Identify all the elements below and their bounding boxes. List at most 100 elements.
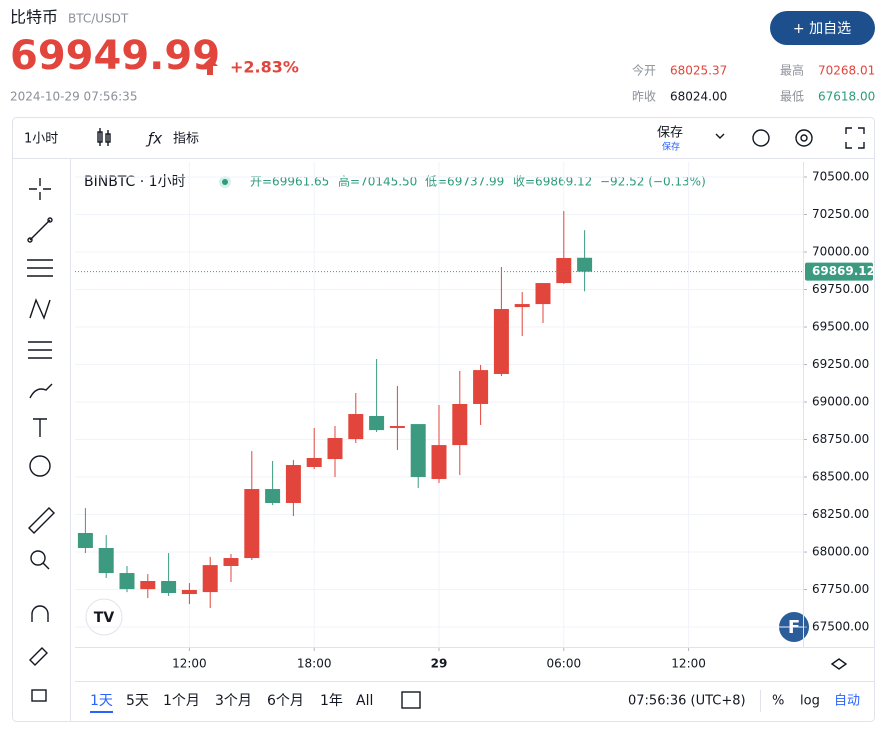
ohlc-legend-item: 低=69737.99 [425, 175, 504, 189]
range-button[interactable]: 1年 [320, 693, 343, 709]
timestamp: 2024-10-29 07:56:35 [10, 90, 137, 104]
settings-icon-core [800, 134, 808, 142]
panel [12, 117, 875, 722]
auto-toggle[interactable]: 自动 [834, 694, 860, 709]
y-tick-label: 70250.00 [812, 207, 869, 221]
interval[interactable]: 1小时 [24, 132, 58, 147]
y-tick-label: 69250.00 [812, 357, 869, 371]
candle-body [410, 424, 426, 478]
candle-body [119, 573, 135, 590]
candle-body [223, 558, 239, 566]
candle-body [514, 304, 530, 308]
change: +2.83% [230, 58, 299, 77]
candle-body [140, 580, 156, 590]
range-button[interactable]: 6个月 [267, 693, 304, 709]
price: 69949.99 [10, 33, 220, 79]
fullscreen-icon[interactable] [845, 127, 865, 149]
candle-body [452, 403, 468, 446]
candle-body [327, 438, 343, 460]
x-tick-label: 06:00 [547, 657, 582, 671]
save-sub[interactable]: 保存 [662, 141, 680, 153]
asset-name: 比特币 [10, 8, 58, 27]
candle-body [535, 283, 551, 305]
clock: 07:56:36 (UTC+8) [628, 694, 746, 709]
up-arrow [202, 58, 218, 75]
range-button[interactable]: 1天 [90, 693, 113, 709]
log-toggle[interactable]: log [800, 694, 820, 709]
add-watch-button[interactable] [770, 11, 875, 45]
candle-body [389, 426, 405, 428]
stat-label: 今开 [632, 63, 656, 78]
stat-value: 68025.37 [670, 64, 727, 78]
candle-body [493, 309, 509, 374]
range-button[interactable]: All [356, 693, 373, 709]
pair: BTC/USDT [68, 12, 129, 26]
save[interactable]: 保存 [657, 126, 683, 141]
y-tick-label: 69750.00 [812, 282, 869, 296]
ohlc-legend: 开=69961.65 高=70145.50 低=69737.99 收=69869.12… [250, 174, 706, 189]
y-tick-label: 68000.00 [812, 545, 869, 559]
x-tick-label: 18:00 [297, 657, 332, 671]
axis-settings[interactable] [830, 658, 848, 670]
tv-logo-text: TV [94, 610, 115, 626]
ohlc-legend-item: −92.52 (−0.13%) [600, 175, 706, 189]
stat-value: 67618.00 [818, 90, 875, 104]
last-price-label: 69869.12 [812, 264, 875, 278]
dropdown[interactable] [715, 133, 725, 139]
stat-label: 最低 [780, 90, 804, 104]
stat-value: 70268.01 [818, 64, 875, 78]
stat-label: 最高 [780, 63, 804, 78]
candle-body [244, 489, 260, 559]
add-watch-label[interactable]: + 加自选 [793, 21, 851, 37]
tv-logo [85, 598, 123, 636]
y-tick-label: 68500.00 [812, 470, 869, 484]
range-button[interactable]: 1个月 [163, 693, 200, 709]
left-tools [27, 178, 55, 702]
candle-body [431, 445, 447, 479]
candle-body [285, 465, 301, 503]
x-tick-label: 12:00 [172, 657, 207, 671]
candle-body [473, 370, 489, 404]
chart-title: BINBTC · 1小时 [84, 174, 186, 190]
indicators[interactable]: 指标 [173, 132, 199, 147]
candle-body [577, 257, 593, 272]
candle-body [348, 414, 364, 440]
ohlc-legend-item: 收=69869.12 [513, 175, 592, 189]
y-tick-label: 68250.00 [812, 507, 869, 521]
y-tick-label: 67750.00 [812, 582, 869, 596]
stat-value: 68024.00 [670, 90, 727, 104]
x-tick-label: 29 [431, 657, 448, 671]
ohlc-legend-item: 开=69961.65 [250, 175, 329, 189]
candle-body [556, 258, 572, 284]
fx-icon[interactable]: ƒx [145, 130, 162, 148]
last-price-box [805, 262, 873, 281]
range-bar: 1天 5天 1个月 3个月 6个月 1年 All [90, 693, 373, 709]
candle-body [202, 565, 218, 593]
y-tick-label: 68750.00 [812, 432, 869, 446]
percent-toggle[interactable]: % [772, 694, 784, 709]
candle-body [161, 580, 177, 593]
x-tick-label: 12:00 [671, 657, 706, 671]
y-tick-label: 67500.00 [812, 620, 869, 634]
y-tick-label: 70500.00 [812, 170, 869, 184]
settings-icon[interactable] [795, 129, 813, 147]
candle-body [265, 489, 281, 503]
y-tick-label: 69000.00 [812, 395, 869, 409]
range-button[interactable]: 3个月 [215, 693, 252, 709]
candle-body [98, 547, 114, 574]
candle-body [77, 532, 93, 548]
candle-body [306, 457, 322, 467]
y-tick-label: 70000.00 [812, 245, 869, 259]
alert-icon[interactable] [752, 129, 770, 147]
range-button[interactable]: 5天 [126, 693, 149, 709]
candle-body [369, 415, 385, 431]
ohlc-legend-item: 高=70145.50 [338, 174, 417, 189]
calendar-icon[interactable] [401, 691, 421, 709]
y-tick-label: 69500.00 [812, 320, 869, 334]
stat-label: 昨收 [632, 90, 656, 104]
candle-body [181, 589, 197, 595]
status-dot [222, 179, 228, 185]
candle-icon[interactable] [97, 128, 111, 146]
